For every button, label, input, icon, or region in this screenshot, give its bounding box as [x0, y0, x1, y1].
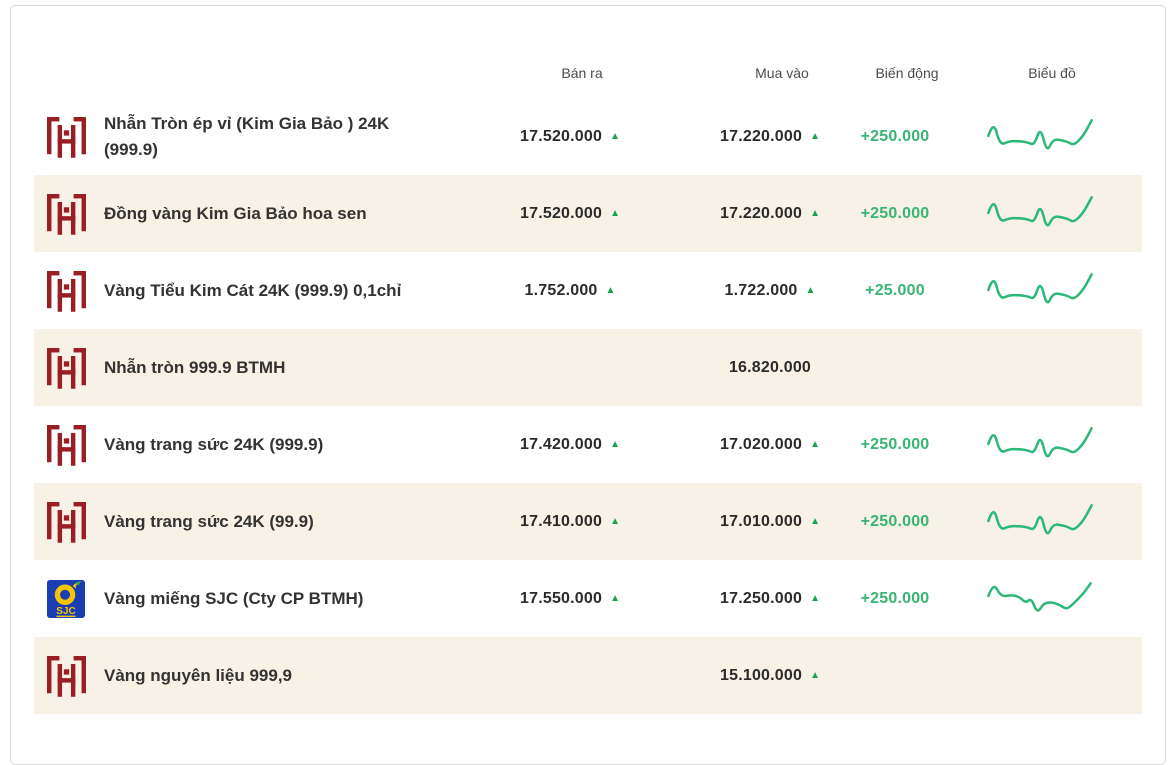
table-row: Vàng nguyên liệu 999,9 ▲ 15.100.000 ▲: [34, 637, 1142, 714]
buy-price-cell: 17.010.000 ▲: [700, 513, 840, 531]
buy-price: 17.010.000: [720, 512, 803, 530]
change-cell: +250.000: [840, 205, 950, 223]
up-arrow-icon: ▲: [610, 438, 620, 450]
buy-price-cell: 17.020.000 ▲: [700, 436, 840, 454]
sparkline-chart[interactable]: [950, 498, 1130, 546]
up-arrow-icon: ▲: [810, 207, 820, 219]
btmh-logo-icon: [46, 115, 86, 159]
up-arrow-icon: ▲: [810, 592, 820, 604]
change-cell: +250.000: [840, 590, 950, 608]
sell-price-cell: 1.752.000 ▲: [480, 282, 660, 300]
buy-price: 17.250.000: [720, 589, 803, 607]
buy-price-cell: 17.220.000 ▲: [700, 205, 840, 223]
buy-price: 1.722.000: [724, 281, 798, 299]
product-name: Vàng trang sức 24K (999.9): [104, 434, 324, 454]
price-table-body: Nhẫn Tròn ép vỉ (Kim Gia Bảo ) 24K (999.…: [34, 98, 1142, 714]
product-name: Nhẫn tròn 999.9 BTMH: [104, 357, 286, 377]
sell-price: 17.420.000: [520, 435, 603, 453]
buy-price: 17.020.000: [720, 435, 803, 453]
table-header: Bán ra Mua vào Biến động Biểu đồ: [34, 62, 1142, 84]
buy-price-cell: 16.820.000 ▲: [700, 359, 840, 377]
product-name: Vàng Tiểu Kim Cát 24K (999.9) 0,1chỉ: [104, 280, 402, 300]
change-value: +250.000: [860, 204, 930, 222]
up-arrow-icon: ▲: [605, 284, 616, 296]
svg-text:SJC: SJC: [56, 606, 75, 617]
gold-price-card: Bán ra Mua vào Biến động Biểu đồ Nhẫn Tr…: [10, 5, 1166, 765]
change-value: +250.000: [860, 127, 930, 145]
btmh-logo-icon: [46, 423, 86, 467]
sparkline-chart[interactable]: [950, 421, 1130, 469]
buy-price-cell: 1.722.000 ▲: [700, 282, 840, 300]
sell-price: 17.520.000: [520, 204, 603, 222]
btmh-logo-icon: [46, 654, 86, 698]
sell-price: 1.752.000: [524, 281, 598, 299]
header-change: Biến động: [875, 65, 939, 81]
btmh-logo-icon: [46, 346, 86, 390]
sell-price: 17.550.000: [520, 589, 603, 607]
buy-price-cell: 15.100.000 ▲: [700, 667, 840, 685]
change-value: +250.000: [860, 512, 930, 530]
change-value: +250.000: [860, 435, 930, 453]
change-cell: +250.000: [840, 436, 950, 454]
sparkline-chart[interactable]: [950, 113, 1130, 161]
sparkline-chart[interactable]: [950, 575, 1130, 623]
sell-price-cell: 17.520.000 ▲: [480, 128, 660, 146]
sjc-logo-icon: SJC: [46, 577, 86, 621]
change-cell: +250.000: [840, 128, 950, 146]
product-name: Vàng miếng SJC (Cty CP BTMH): [104, 588, 364, 608]
change-value: +250.000: [860, 589, 930, 607]
up-arrow-icon: ▲: [610, 207, 620, 219]
sell-price-cell: 17.520.000 ▲: [480, 205, 660, 223]
up-arrow-icon: ▲: [810, 515, 820, 527]
table-row: SJC Vàng miếng SJC (Cty CP BTMH) 17.550.…: [34, 560, 1142, 637]
btmh-logo-icon: [46, 269, 86, 313]
btmh-logo-icon: [46, 500, 86, 544]
buy-price: 16.820.000: [728, 358, 812, 376]
header-buy: Mua vào: [755, 65, 809, 81]
btmh-logo-icon: [46, 192, 86, 236]
up-arrow-icon: ▲: [810, 438, 820, 450]
up-arrow-icon: ▲: [805, 284, 816, 296]
table-row: Nhẫn tròn 999.9 BTMH ▲ 16.820.000 ▲: [34, 329, 1142, 406]
buy-price-cell: 17.250.000 ▲: [700, 590, 840, 608]
sell-price: 17.410.000: [520, 512, 603, 530]
header-sell: Bán ra: [561, 65, 603, 81]
buy-price: 17.220.000: [720, 204, 803, 222]
sell-price-cell: 17.410.000 ▲: [480, 513, 660, 531]
sell-price: 17.520.000: [520, 127, 603, 145]
table-row: Vàng trang sức 24K (99.9) 17.410.000 ▲ 1…: [34, 483, 1142, 560]
table-row: Vàng Tiểu Kim Cát 24K (999.9) 0,1chỉ 1.7…: [34, 252, 1142, 329]
up-arrow-icon: ▲: [610, 592, 620, 604]
change-value: +25.000: [865, 281, 925, 299]
up-arrow-icon: ▲: [610, 130, 620, 142]
table-row: Vàng trang sức 24K (999.9) 17.420.000 ▲ …: [34, 406, 1142, 483]
product-name: Vàng nguyên liệu 999,9: [104, 665, 293, 685]
product-name: Đồng vàng Kim Gia Bảo hoa sen: [104, 203, 367, 223]
sparkline-chart[interactable]: [950, 190, 1130, 238]
table-row: Nhẫn Tròn ép vỉ (Kim Gia Bảo ) 24K (999.…: [34, 98, 1142, 175]
buy-price: 17.220.000: [720, 127, 803, 145]
sell-price-cell: 17.420.000 ▲: [480, 436, 660, 454]
product-name: Nhẫn Tròn ép vỉ (Kim Gia Bảo ) 24K (999.…: [104, 114, 390, 159]
table-row: Đồng vàng Kim Gia Bảo hoa sen 17.520.000…: [34, 175, 1142, 252]
sparkline-chart[interactable]: [950, 267, 1130, 315]
change-cell: +250.000: [840, 513, 950, 531]
up-arrow-icon: ▲: [610, 515, 620, 527]
up-arrow-icon: ▲: [810, 669, 820, 681]
sell-price-cell: 17.550.000 ▲: [480, 590, 660, 608]
buy-price: 15.100.000: [720, 666, 803, 684]
change-cell: +25.000: [840, 282, 950, 300]
header-chart: Biểu đồ: [1028, 65, 1076, 81]
buy-price-cell: 17.220.000 ▲: [700, 128, 840, 146]
product-name: Vàng trang sức 24K (99.9): [104, 511, 314, 531]
up-arrow-icon: ▲: [810, 130, 820, 142]
